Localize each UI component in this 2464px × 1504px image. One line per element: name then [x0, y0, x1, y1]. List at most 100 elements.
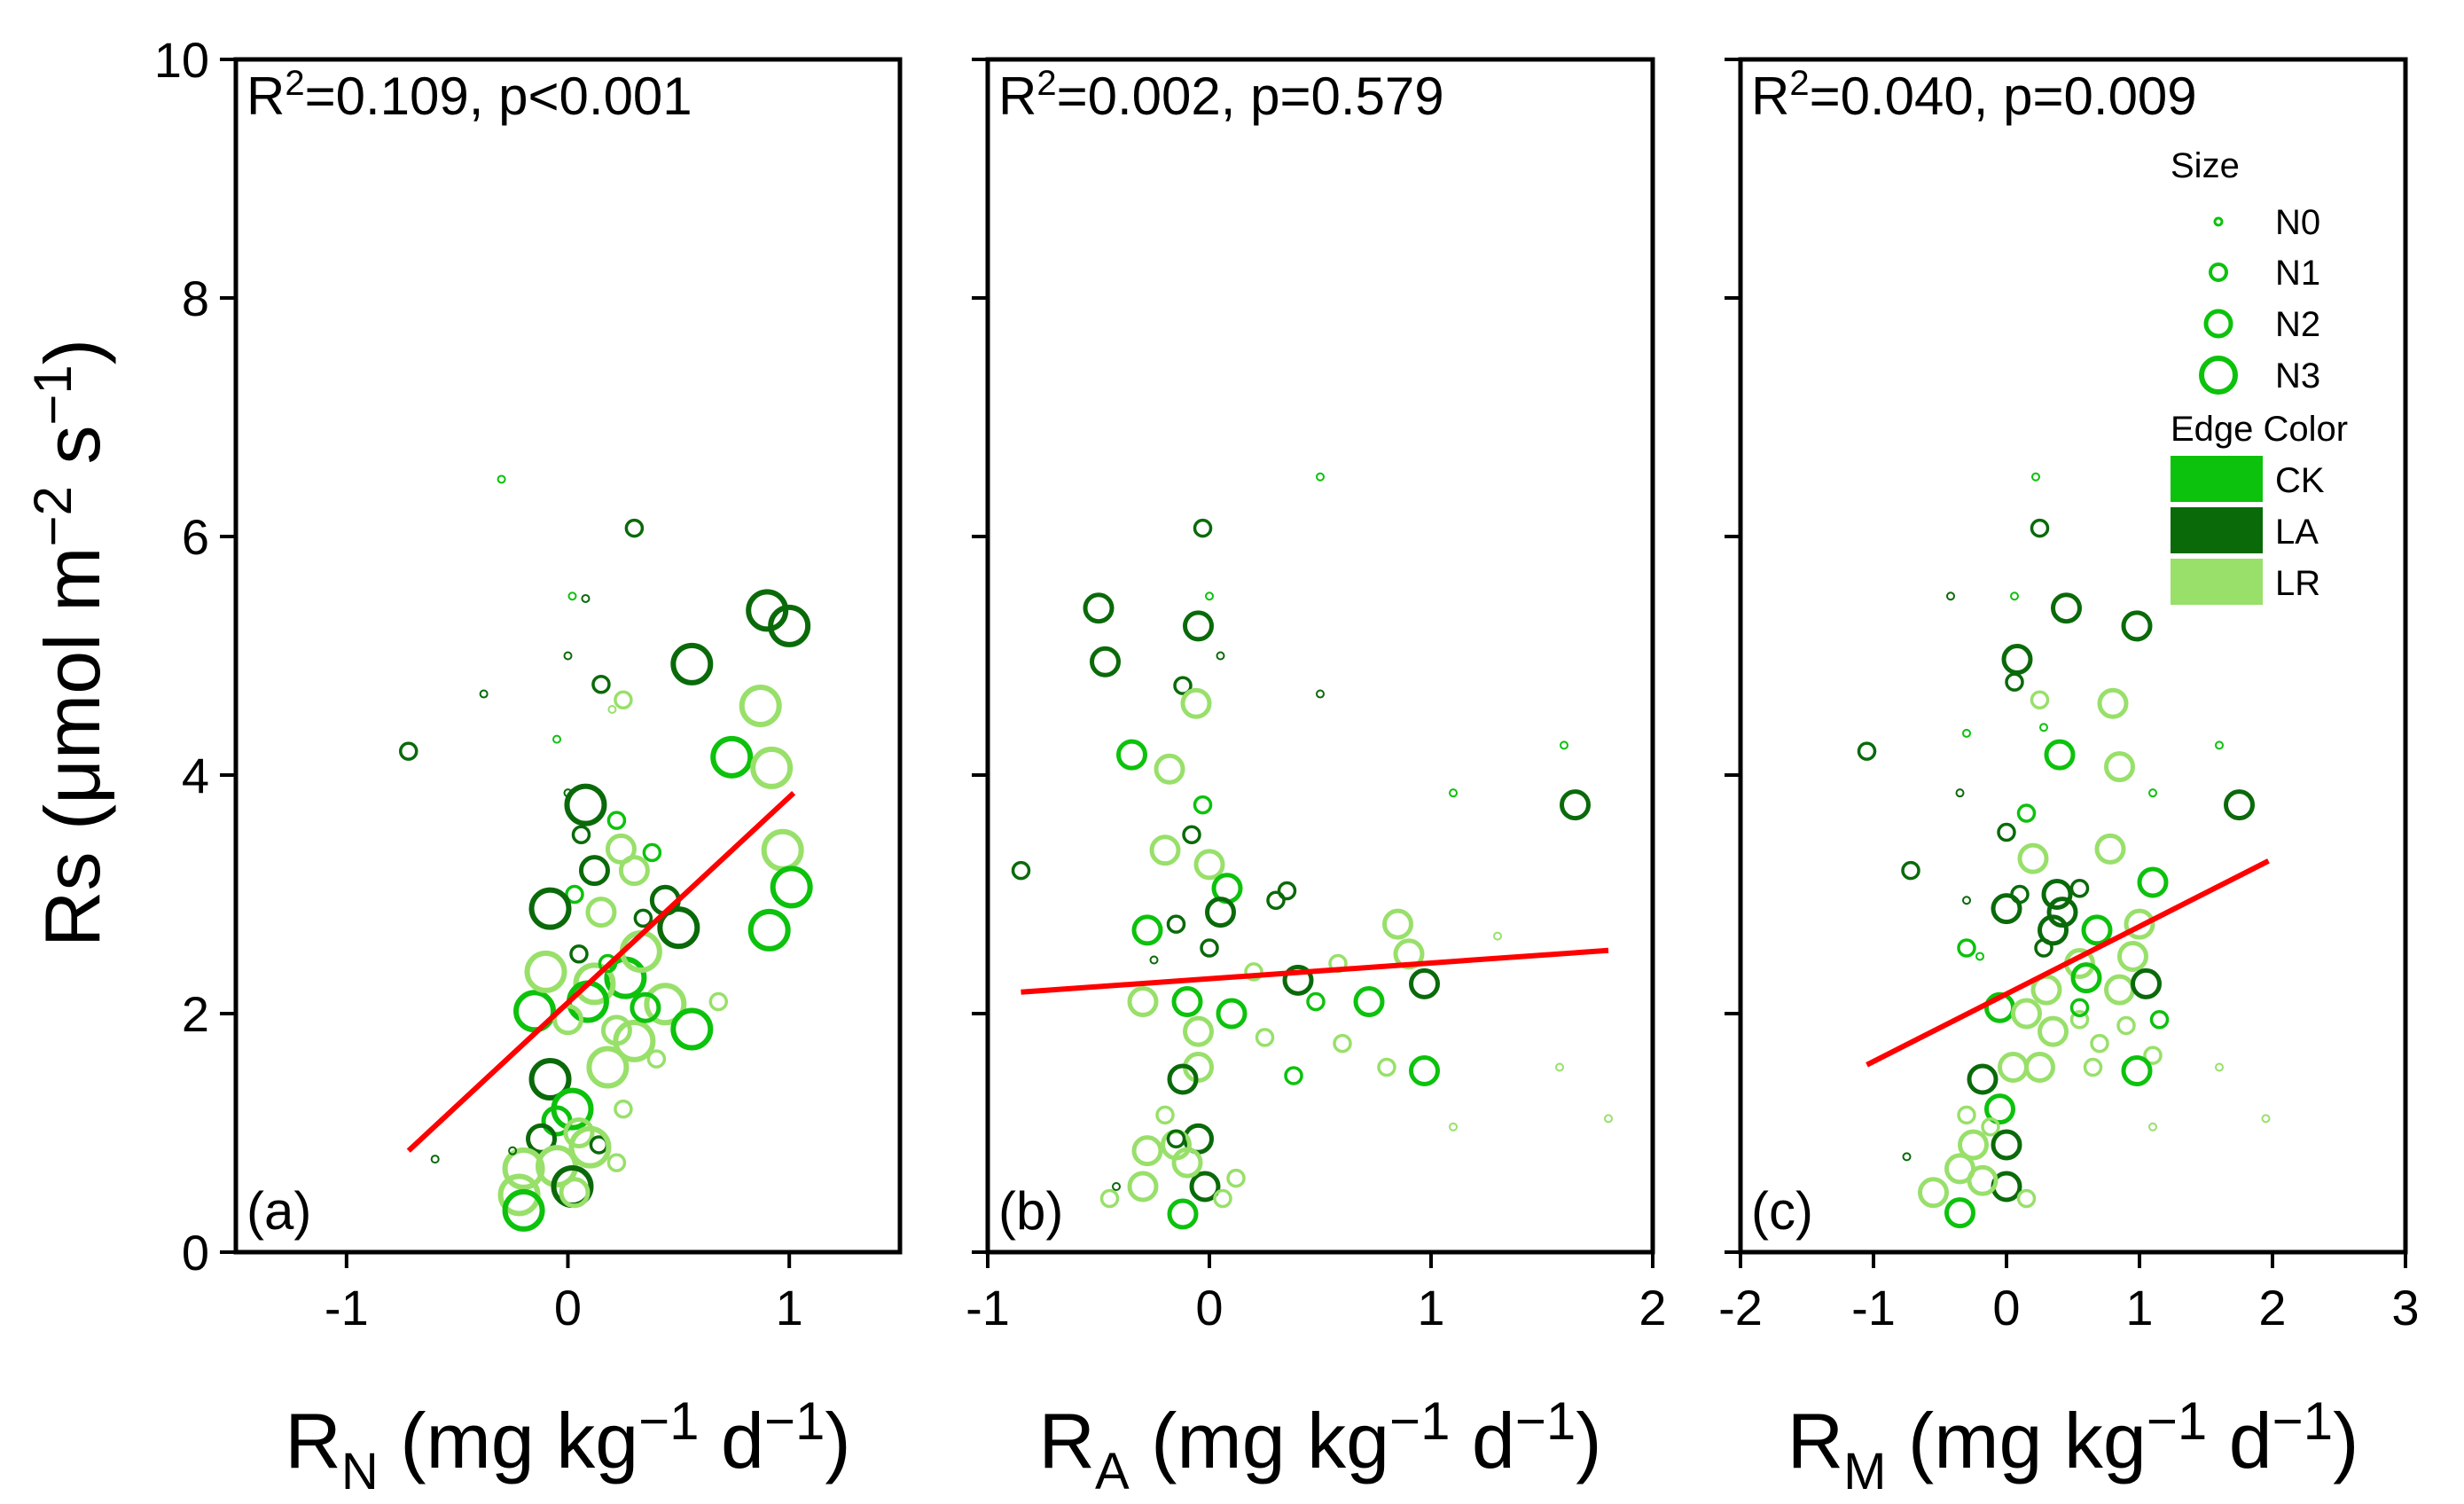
- data-point: [1981, 1117, 2000, 1137]
- data-point: [1560, 789, 1591, 821]
- legend-swatch-lr: [2171, 559, 2263, 605]
- data-point: [746, 589, 789, 632]
- data-point: [598, 953, 618, 974]
- data-point: [1998, 1052, 2029, 1084]
- data-point: [565, 884, 584, 905]
- data-point: [2016, 1188, 2037, 1209]
- legend-label-n2: N2: [2275, 305, 2320, 344]
- data-point: [1216, 651, 1225, 661]
- data-point: [630, 991, 661, 1023]
- data-point: [1149, 834, 1181, 866]
- data-point: [2011, 998, 2042, 1030]
- data-point: [2016, 803, 2037, 823]
- legend-label-la: LA: [2275, 513, 2319, 552]
- data-point: [2039, 723, 2048, 732]
- data-points: [1011, 472, 1613, 1230]
- data-point: [2215, 1062, 2224, 1072]
- x-tick-label: -1: [966, 1280, 1010, 1336]
- data-point: [586, 1046, 630, 1089]
- data-point: [2116, 1015, 2136, 1036]
- y-tick-label: 4: [182, 748, 209, 803]
- data-point: [573, 962, 616, 1006]
- data-point: [1180, 687, 1212, 719]
- data-point: [2005, 672, 2024, 692]
- data-point: [2044, 739, 2076, 771]
- data-point: [1991, 1129, 2022, 1161]
- data-point: [624, 518, 645, 538]
- panel-label: (a): [246, 1181, 311, 1241]
- fit-line: [406, 790, 796, 1153]
- data-point: [2030, 690, 2050, 710]
- data-point: [1277, 881, 1297, 901]
- data-points: [398, 474, 813, 1232]
- data-point: [2070, 962, 2102, 994]
- stats-annotation: R2=0.040, p=0.009: [1751, 64, 2197, 126]
- data-point: [1962, 896, 1971, 905]
- data-point: [1857, 741, 1877, 761]
- data-point: [1090, 646, 1121, 678]
- data-point: [708, 991, 729, 1012]
- data-point: [1166, 914, 1186, 934]
- data-point: [1560, 740, 1568, 750]
- data-point: [528, 1057, 572, 1101]
- data-point: [605, 833, 637, 865]
- fit-line: [1021, 947, 1609, 995]
- data-point: [2261, 1114, 2271, 1124]
- data-point: [2001, 644, 2033, 676]
- data-point: [2148, 788, 2157, 798]
- x-tick-label: 0: [554, 1280, 582, 1336]
- data-point: [1173, 676, 1193, 695]
- data-point: [768, 604, 811, 647]
- data-point: [642, 842, 662, 863]
- plot-frame: [1738, 57, 2408, 1255]
- data-point: [1255, 1028, 1275, 1047]
- data-point: [1991, 893, 2022, 925]
- data-point: [2010, 591, 2019, 601]
- panel-1: 0 2 4 6 8 10 -1 0 1 R2=0.109, p<0.001 (a) RN (mg kg…: [154, 32, 903, 1500]
- data-point: [1984, 1093, 2015, 1125]
- data-point: [564, 783, 607, 826]
- data-point: [1083, 592, 1115, 624]
- legend-swatch-la: [2171, 507, 2263, 553]
- data-point: [2094, 833, 2126, 865]
- stats-annotation: R2=0.002, p=0.579: [998, 64, 1444, 126]
- data-point: [1316, 472, 1325, 482]
- y-axis-title: Rs (μmol m−2 s−1): [23, 339, 116, 947]
- data-point: [1955, 788, 1965, 798]
- data-point: [1167, 1198, 1199, 1230]
- data-point: [578, 855, 610, 887]
- data-point: [614, 690, 633, 710]
- data-point: [1282, 964, 1314, 996]
- data-point: [2030, 518, 2050, 538]
- data-point: [524, 950, 567, 993]
- data-point: [1316, 689, 1325, 699]
- data-point: [1957, 938, 1976, 958]
- data-point: [670, 642, 714, 685]
- data-point: [528, 887, 572, 930]
- data-point: [585, 897, 617, 928]
- x-axis-title: RM (mg kg−1 d−1): [1787, 1391, 2359, 1500]
- data-point: [618, 855, 650, 887]
- data-point: [1967, 1164, 1999, 1196]
- data-point: [1213, 1188, 1232, 1209]
- data-point: [606, 811, 627, 830]
- x-axis-title: RN (mg kg−1 d−1): [285, 1391, 850, 1500]
- data-point: [2041, 879, 2073, 910]
- data-point: [2121, 610, 2153, 642]
- data-point: [568, 1125, 612, 1169]
- data-point: [2038, 1015, 2069, 1047]
- data-point: [1944, 1197, 1975, 1229]
- data-point: [1353, 986, 1385, 1018]
- legend-marker-n0: [2213, 216, 2224, 227]
- legend-color-title: Edge Color: [2171, 410, 2348, 449]
- y-tick-label: 10: [154, 32, 209, 88]
- legend-label-ck: CK: [2275, 461, 2325, 500]
- x-tick-label: 1: [1417, 1280, 1444, 1336]
- data-point: [2031, 472, 2040, 482]
- data-point: [508, 1146, 518, 1155]
- data-point: [2081, 914, 2113, 946]
- x-tick-label: -2: [1718, 1280, 1763, 1336]
- data-point: [1918, 1177, 1949, 1209]
- legend-swatch-ck: [2171, 456, 2263, 502]
- x-tick-label: 2: [1639, 1280, 1666, 1336]
